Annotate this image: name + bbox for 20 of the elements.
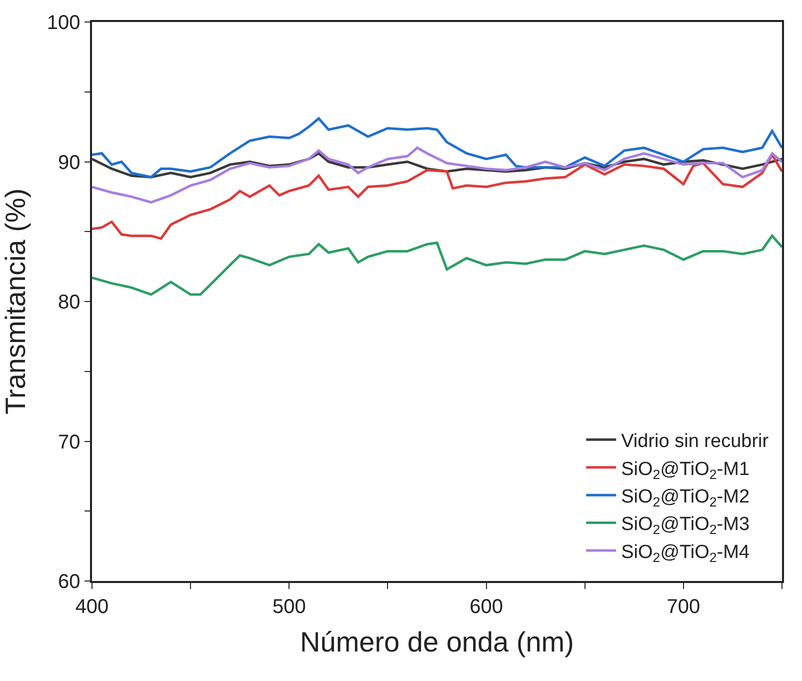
y-axis-title: Transmitancia (%)	[0, 188, 31, 415]
y-tick-label: 70	[58, 431, 80, 454]
y-tick-label: 60	[58, 571, 80, 593]
legend-label: Vidrio sin recubrir	[621, 431, 770, 452]
x-tick-label: 500	[272, 596, 306, 618]
x-tick-label: 400	[75, 596, 109, 618]
x-tick-label: 600	[470, 596, 503, 618]
x-tick-label: 700	[666, 596, 700, 618]
y-tick-label: 80	[58, 292, 80, 314]
x-axis-title: Número de onda (nm)	[300, 626, 574, 658]
line-series	[92, 117, 782, 178]
y-tick-label: 100	[46, 12, 80, 34]
legend-label: SiO$_{2}$@TiO$_{2}$-M1	[621, 458, 750, 482]
line-series	[92, 146, 782, 204]
line-series	[92, 234, 782, 296]
legend-label: SiO$_{2}$@TiO$_{2}$-M3	[621, 514, 750, 538]
legend-label: SiO$_{2}$@TiO$_{2}$-M4	[621, 542, 750, 565]
legend-label: SiO$_{2}$@TiO$_{2}$-M2	[621, 486, 750, 510]
line-series	[92, 154, 782, 240]
y-tick-label: 90	[58, 152, 80, 174]
